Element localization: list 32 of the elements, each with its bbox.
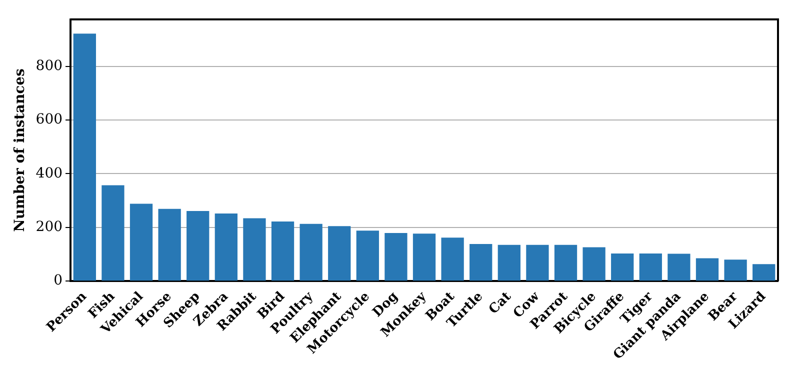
bar [130,204,153,281]
bar [356,230,379,281]
x-tick-label: Cat [486,289,514,318]
bar [554,244,578,281]
bar [73,34,96,281]
y-tick-label: 600 [36,112,63,128]
bar [412,234,436,281]
bar [102,185,124,281]
y-tick-label: 400 [36,165,63,182]
y-tick-label: 800 [36,58,63,74]
y-tick-label: 0 [54,272,63,289]
bar [271,222,294,281]
bar [470,244,492,281]
y-axis-title: Number of instances [12,68,28,232]
bar [582,247,606,281]
bar [526,244,549,281]
bar [328,226,351,281]
bar [441,238,464,281]
bar [752,264,776,281]
bar [300,224,322,281]
bar [186,211,210,281]
bar [498,244,520,281]
bar [611,253,634,281]
bar [724,260,747,281]
bar [158,208,181,281]
bar [214,213,238,281]
bar [668,254,690,281]
bar [696,258,719,281]
bar [639,253,662,281]
bar [243,218,266,281]
bar [384,233,408,281]
y-tick-label: 200 [36,219,63,236]
